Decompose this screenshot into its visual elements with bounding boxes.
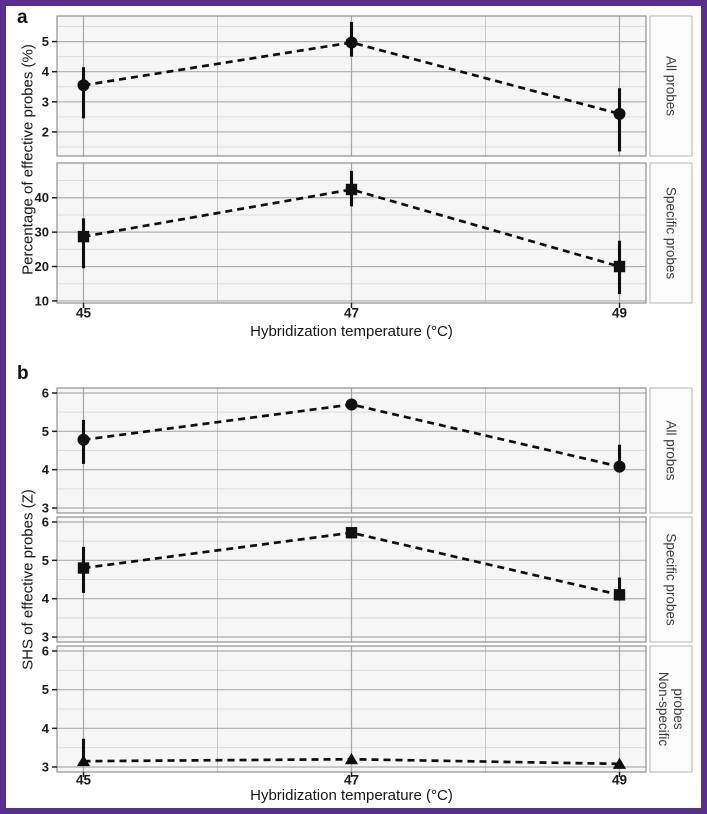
y-tick-label: 6	[42, 644, 49, 659]
y-tick-label: 4	[42, 462, 50, 477]
facet-strip-label: All probes	[664, 56, 679, 116]
facet-strip	[649, 162, 693, 304]
facet-strip	[649, 15, 693, 157]
y-tick-label: 2	[42, 124, 49, 139]
x-tick-label: 45	[76, 306, 92, 321]
x-tick-label: 49	[612, 773, 627, 788]
panel-b-y-axis-title: SHS of effective probes (Z)	[19, 489, 37, 670]
facet-strip-label: Non-specific	[656, 672, 671, 747]
x-tick-label: 49	[612, 306, 627, 321]
facet-strip	[649, 387, 693, 514]
facet-a-0: 2 3 4 5 All probes	[42, 15, 693, 157]
facet-strip	[649, 645, 693, 773]
y-tick-label: 4	[42, 591, 50, 606]
facet-a-1: 10 20 30 40 Specific probes 45 47 49	[35, 162, 693, 321]
y-tick-label: 20	[35, 259, 49, 274]
trend-line	[83, 41, 620, 116]
facet-border	[56, 387, 647, 514]
data-point-marker-square	[345, 183, 358, 196]
panel-a-y-axis-title: Percentage of effective probes (%)	[19, 44, 37, 275]
y-tick-label: 3	[42, 94, 49, 109]
data-point-marker-square	[613, 260, 626, 273]
y-tick-label: 30	[35, 225, 49, 240]
y-tick-label: 10	[35, 293, 49, 308]
y-tick-label: 5	[42, 553, 49, 568]
data-point-marker-square	[77, 562, 90, 574]
data-point-marker-circle	[77, 433, 90, 446]
facet-strip-label: Specific probes	[664, 187, 679, 280]
facet-border	[56, 15, 647, 157]
facet-strip-label: probes	[671, 688, 686, 730]
y-tick-label: 5	[42, 424, 49, 439]
x-tick-label: 47	[344, 773, 359, 788]
data-point-marker-circle	[613, 107, 626, 120]
y-tick-label: 4	[42, 721, 50, 736]
y-tick-label: 6	[42, 514, 49, 529]
data-point-marker-triangle	[76, 754, 91, 767]
data-point-marker-square	[613, 589, 626, 601]
y-tick-label: 3	[42, 759, 49, 774]
y-tick-label: 5	[42, 34, 49, 49]
y-tick-label: 3	[42, 630, 49, 645]
facet-b-1: 3 4 5 6 Specific probes	[42, 514, 693, 645]
y-tick-label: 4	[42, 64, 50, 79]
y-tick-label: 5	[42, 682, 49, 697]
facet-strip-label: All probes	[664, 420, 679, 480]
panel-a-x-axis-title: Hybridization temperature (°C)	[250, 323, 453, 340]
data-point-marker-circle	[345, 398, 358, 411]
trend-line	[83, 188, 620, 268]
y-tick-label: 6	[42, 385, 49, 400]
x-tick-label: 45	[76, 773, 92, 788]
facet-border	[56, 516, 647, 643]
data-point-marker-triangle	[344, 753, 359, 765]
panel-b-x-axis-title: Hybridization temperature (°C)	[250, 787, 453, 804]
facet-strip-label: Specific probes	[664, 533, 679, 626]
y-tick-label: 40	[35, 190, 49, 205]
data-point-marker-square	[77, 230, 90, 243]
panel-b-label: b	[17, 363, 29, 384]
data-point-marker-circle	[345, 36, 358, 49]
facet-b-0: 3 4 5 6 All probes	[42, 385, 693, 516]
data-point-marker-triangle	[612, 757, 627, 769]
data-point-marker-circle	[77, 79, 90, 92]
y-tick-label: 3	[42, 501, 49, 516]
data-point-marker-square	[345, 527, 358, 539]
panel-a-label: a	[17, 7, 28, 28]
x-tick-label: 47	[344, 306, 359, 321]
facet-strip	[649, 516, 693, 643]
data-point-marker-circle	[613, 460, 626, 473]
